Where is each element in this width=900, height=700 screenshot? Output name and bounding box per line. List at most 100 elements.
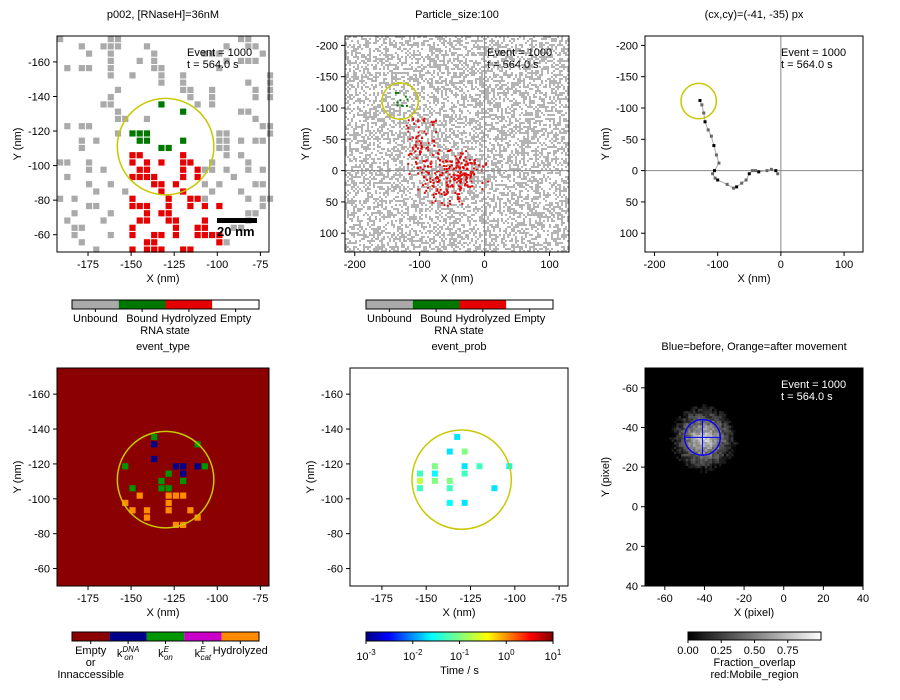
particle-pixel <box>537 180 539 182</box>
particle-pixel <box>461 90 463 92</box>
particle-pixel <box>469 188 471 190</box>
particle-pixel <box>381 168 383 170</box>
particle-pixel <box>449 224 451 226</box>
particle-pixel <box>391 184 393 186</box>
particle-pixel <box>399 232 401 234</box>
particle-pixel <box>507 106 509 108</box>
particle-pixel <box>393 148 395 150</box>
rna-cell <box>223 239 230 246</box>
particle-pixel <box>425 232 427 234</box>
particle-pixel <box>471 100 473 102</box>
particle-pixel <box>517 130 519 132</box>
particle-pixel <box>477 46 479 48</box>
particle-pixel <box>349 240 351 242</box>
particle-pixel <box>483 196 485 198</box>
particle-pixel <box>455 64 457 66</box>
particle-pixel <box>377 248 379 250</box>
particle-pixel <box>523 132 525 134</box>
particle-pixel <box>449 38 451 40</box>
particle-pixel <box>477 196 479 198</box>
particle-pixel <box>507 192 509 194</box>
particle-pixel <box>421 48 423 50</box>
particle-pixel <box>389 58 391 60</box>
particle-pixel <box>403 156 405 158</box>
particle-pixel <box>389 150 391 152</box>
particle-pixel <box>411 78 413 80</box>
particle-pixel <box>453 190 455 192</box>
particle-pixel <box>507 92 509 94</box>
particle-pixel <box>509 232 511 234</box>
particle-pixel <box>529 72 531 74</box>
rna-cell <box>114 86 122 94</box>
rna-cell <box>158 231 165 239</box>
particle-pixel <box>451 146 453 148</box>
particle-pixel <box>459 60 461 62</box>
particle-pixel <box>401 180 403 182</box>
particle-pixel <box>393 156 395 158</box>
particle-pixel <box>363 200 365 202</box>
particle-pixel <box>401 90 403 92</box>
particle-pixel <box>377 212 379 214</box>
particle-pixel <box>429 216 431 218</box>
particle-pixel <box>445 130 447 132</box>
particle-pixel <box>367 54 369 56</box>
particle-pixel <box>357 176 359 178</box>
rna-cell <box>57 36 64 43</box>
particle-pixel <box>407 42 409 44</box>
particle-pixel <box>365 234 367 236</box>
particle-pixel <box>473 130 475 132</box>
particle-pixel <box>363 246 365 248</box>
particle-pixel <box>359 202 361 204</box>
particle-pixel <box>519 192 521 194</box>
particle-pixel <box>529 122 531 124</box>
particle-pixel <box>443 152 445 154</box>
particle-pixel <box>395 196 397 198</box>
particle-pixel <box>461 148 463 150</box>
particle-pixel <box>445 172 447 174</box>
rna-cell <box>266 130 274 137</box>
particle-pixel <box>429 150 431 152</box>
particle-pixel <box>355 136 357 138</box>
particle-pixel <box>377 144 379 146</box>
particle-pixel <box>475 42 477 44</box>
particle-pixel <box>355 246 357 248</box>
particle-pixel <box>453 248 455 250</box>
particle-pixel <box>503 146 505 148</box>
particle-pixel <box>401 244 403 246</box>
particle-pixel <box>487 102 489 104</box>
particle-pixel <box>519 130 521 132</box>
particle-pixel <box>365 190 367 192</box>
particle-pixel <box>529 146 531 148</box>
particle-pixel <box>519 80 521 82</box>
particle-pixel <box>505 134 507 136</box>
rna-cell <box>259 202 266 210</box>
particle-pixel <box>383 66 385 68</box>
particle-pixel <box>377 174 379 176</box>
particle-pixel <box>397 196 399 198</box>
particle-pixel <box>523 178 525 180</box>
particle-pixel <box>453 48 455 50</box>
particle-pixel <box>379 186 381 188</box>
particle-pixel <box>533 102 535 104</box>
particle-pixel <box>391 54 393 56</box>
particle-pixel <box>507 144 509 146</box>
particle-pixel <box>451 168 453 170</box>
particle-pixel <box>431 80 433 82</box>
particle-pixel <box>361 124 363 126</box>
particle-pixel <box>409 192 411 194</box>
particle-pixel <box>409 150 411 152</box>
particle-pixel <box>523 154 525 156</box>
particle-pixel <box>499 138 501 140</box>
particle-pixel <box>499 146 501 148</box>
particle-pixel <box>425 114 427 116</box>
particle-pixel <box>453 144 455 146</box>
particle-pixel <box>465 64 467 66</box>
particle-pixel <box>479 76 481 78</box>
particle-pixel <box>409 220 411 222</box>
particle-pixel <box>369 116 371 118</box>
particle-pixel <box>383 200 385 202</box>
particle-pixel <box>385 54 387 56</box>
particle-pixel <box>347 56 349 58</box>
particle-pixel <box>397 58 399 60</box>
particle-pixel <box>403 142 405 144</box>
